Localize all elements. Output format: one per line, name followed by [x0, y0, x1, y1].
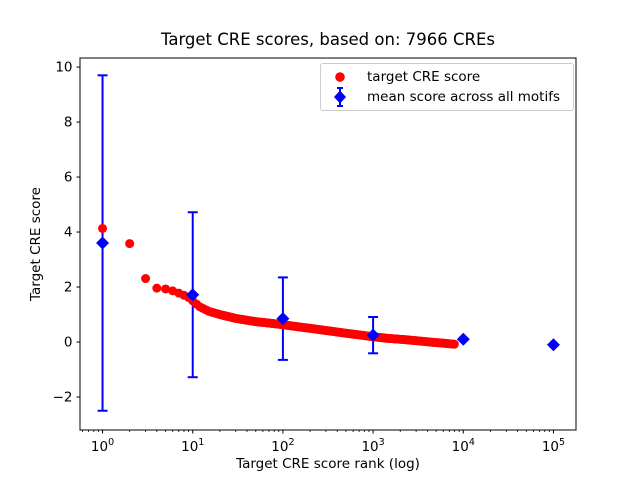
mean-diamond-marker	[276, 312, 290, 326]
axes-frame	[79, 57, 577, 431]
y-tick-label: −2	[53, 390, 73, 406]
mean-diamond-marker	[366, 328, 380, 342]
red-scatter-point	[449, 339, 459, 349]
mean-diamond-marker	[96, 236, 110, 250]
diamond-errorbar-icon	[329, 87, 351, 107]
legend: target CRE score mean score across all m…	[320, 63, 574, 111]
y-tick-label: 2	[64, 280, 73, 296]
legend-label: target CRE score	[367, 69, 481, 85]
x-axis-label: Target CRE score rank (log)	[236, 456, 420, 472]
y-tick-label: 6	[64, 170, 73, 186]
legend-item-target-cre-score: target CRE score	[329, 67, 573, 87]
x-tick-label: 104	[452, 437, 475, 455]
x-tick-label: 103	[361, 437, 384, 455]
legend-item-mean-score: mean score across all motifs	[329, 87, 573, 107]
mean-diamond-marker	[186, 288, 200, 302]
x-tick-label: 100	[91, 437, 114, 455]
y-tick-label: 10	[55, 60, 72, 76]
red-scatter-point	[152, 283, 162, 293]
x-tick-label: 101	[181, 437, 204, 455]
x-tick-label: 102	[271, 437, 294, 455]
x-tick-label: 105	[542, 437, 565, 455]
mean-diamond-marker	[546, 338, 560, 352]
red-scatter-point	[98, 223, 108, 233]
mean-diamond-marker	[456, 332, 470, 346]
circle-marker-icon	[329, 67, 351, 87]
chart-title: Target CRE scores, based on: 7966 CREs	[160, 30, 496, 49]
y-tick-label: 4	[64, 225, 73, 241]
red-scatter-point	[161, 284, 171, 294]
red-scatter-point	[141, 274, 151, 284]
y-tick-label: 0	[64, 335, 73, 351]
red-scatter-point	[125, 239, 135, 249]
y-tick-label: 8	[64, 115, 73, 131]
legend-label: mean score across all motifs	[367, 89, 561, 105]
